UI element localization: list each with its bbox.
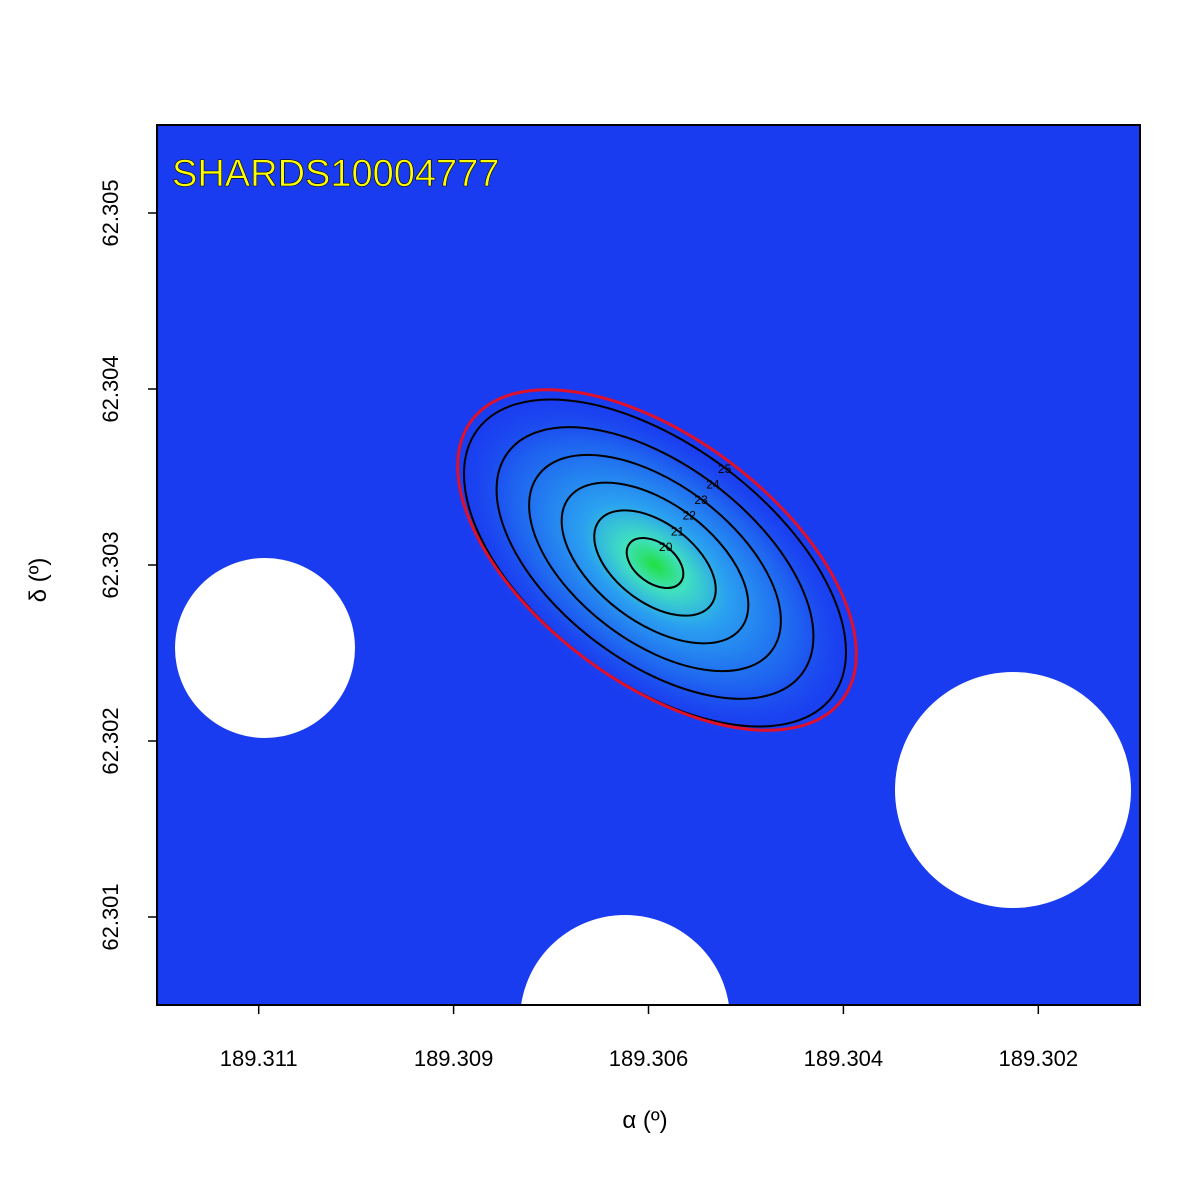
contour-label: 24 <box>706 477 720 491</box>
contour <box>495 426 815 700</box>
contour <box>593 509 717 617</box>
mask <box>895 672 1131 908</box>
x-tick-label: 189.304 <box>804 1046 884 1071</box>
contour-label: 20 <box>659 540 673 554</box>
y-tick-label: 62.303 <box>98 531 123 598</box>
contour-label: 25 <box>718 462 732 476</box>
x-tick-label: 189.302 <box>999 1046 1079 1071</box>
y-axis-title: δ (º) <box>25 558 52 603</box>
mask <box>175 558 355 738</box>
galaxy-glow <box>447 387 863 743</box>
aperture <box>456 388 858 732</box>
y-tick-label: 62.302 <box>98 707 123 774</box>
x-tick-label: 189.306 <box>609 1046 689 1071</box>
contour <box>625 536 685 590</box>
contour <box>528 453 782 673</box>
axes: 189.311 189.309 189.306 189.304 189.302 62.30… <box>98 179 1078 1071</box>
contour <box>560 481 750 645</box>
x-tick-label: 189.309 <box>414 1046 494 1071</box>
contour-label: 22 <box>683 509 697 523</box>
y-tick-label: 62.304 <box>98 355 123 422</box>
contour-label: 23 <box>694 493 708 507</box>
object-name: SHARDS10004777 <box>172 153 499 195</box>
x-tick-label: 189.311 <box>220 1046 298 1071</box>
y-tick-label: 62.305 <box>98 179 123 246</box>
y-tick-label: 62.301 <box>98 883 123 950</box>
contour-label: 21 <box>671 524 685 538</box>
mask <box>521 915 729 1005</box>
x-axis-title: α (º) <box>622 1107 667 1134</box>
